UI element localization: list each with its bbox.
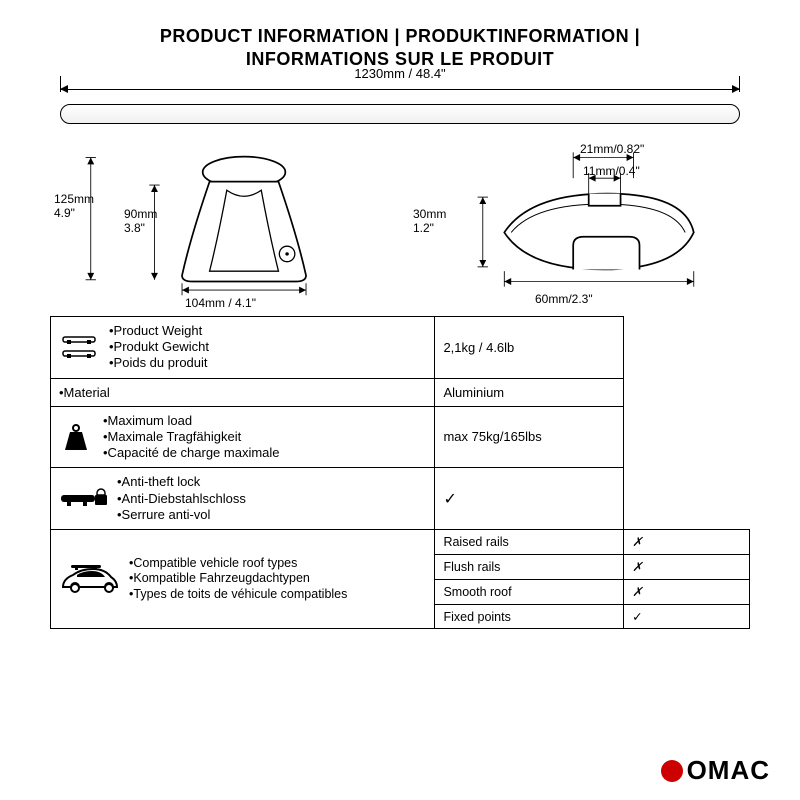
roof-r3-val: ✗ (624, 580, 750, 605)
brand-logo: OMAC (661, 755, 770, 786)
load-l1: •Maximum load (103, 413, 280, 429)
lock-l3: •Serrure anti-vol (117, 507, 246, 523)
roof-r2-val: ✗ (624, 555, 750, 580)
material-label: •Material (51, 378, 435, 406)
title-line-1: PRODUCT INFORMATION | PRODUKTINFORMATION… (50, 25, 750, 48)
car-icon (59, 561, 119, 597)
row-lock: •Anti-theft lock •Anti-Diebstahlschloss … (51, 468, 750, 530)
roof-l1: •Compatible vehicle roof types (129, 556, 347, 572)
spec-table: •Product Weight •Produkt Gewicht •Poids … (50, 316, 750, 629)
weight-l3: •Poids du produit (109, 355, 209, 371)
crossbar-side-view (60, 104, 740, 124)
length-dimension: 1230mm / 48.4" (60, 80, 740, 98)
page-title: PRODUCT INFORMATION | PRODUKTINFORMATION… (50, 25, 750, 72)
load-value: max 75kg/165lbs (435, 406, 624, 468)
weight-icon (59, 422, 93, 452)
weight-l2: •Produkt Gewicht (109, 339, 209, 355)
profile-diagram: 21mm/0.82" 11mm/0.4" 30mm 1.2" 60mm/2.3" (415, 142, 740, 302)
foot-height-outer-in: 4.9" (54, 206, 94, 220)
crossbar-pair-icon (59, 331, 99, 363)
profile-height-in: 1.2" (413, 221, 446, 235)
foot-height-inner-mm: 90mm (124, 207, 157, 221)
length-label: 1230mm / 48.4" (354, 66, 445, 81)
foot-diagram: 125mm 4.9" 90mm 3.8" 104mm / 4.1" (60, 142, 385, 302)
row-weight: •Product Weight •Produkt Gewicht •Poids … (51, 316, 750, 378)
roof-r3-label: Smooth roof (435, 580, 624, 605)
roof-l2: •Kompatible Fahrzeugdachtypen (129, 571, 347, 587)
product-info-sheet: PRODUCT INFORMATION | PRODUKTINFORMATION… (0, 0, 800, 639)
roof-r1-label: Raised rails (435, 530, 624, 555)
roof-r2-label: Flush rails (435, 555, 624, 580)
weight-value: 2,1kg / 4.6lb (435, 316, 624, 378)
roof-r4-label: Fixed points (435, 605, 624, 629)
load-l3: •Capacité de charge maximale (103, 445, 280, 461)
load-l2: •Maximale Tragfähigkeit (103, 429, 280, 445)
roof-r1-val: ✗ (624, 530, 750, 555)
lock-l2: •Anti-Diebstahlschloss (117, 491, 246, 507)
diagram-row: 125mm 4.9" 90mm 3.8" 104mm / 4.1" (60, 142, 740, 302)
foot-width: 104mm / 4.1" (185, 296, 256, 310)
profile-height-mm: 30mm (413, 207, 446, 221)
row-roof: •Compatible vehicle roof types •Kompatib… (51, 530, 750, 555)
profile-width: 60mm/2.3" (535, 292, 593, 306)
roof-l3: •Types de toits de véhicule compatibles (129, 587, 347, 603)
material-value: Aluminium (435, 378, 624, 406)
profile-top-w2: 11mm/0.4" (583, 164, 640, 178)
weight-l1: •Product Weight (109, 323, 209, 339)
profile-top-w1: 21mm/0.82" (580, 142, 644, 156)
logo-text: OMAC (687, 755, 770, 786)
lock-l1: •Anti-theft lock (117, 474, 246, 490)
lock-bar-icon (59, 485, 107, 513)
foot-height-outer-mm: 125mm (54, 192, 94, 206)
foot-height-inner-in: 3.8" (124, 221, 157, 235)
logo-dot-icon (661, 760, 683, 782)
row-material: •Material Aluminium (51, 378, 750, 406)
row-load: •Maximum load •Maximale Tragfähigkeit •C… (51, 406, 750, 468)
lock-value: ✓ (435, 468, 624, 530)
roof-r4-val: ✓ (624, 605, 750, 629)
